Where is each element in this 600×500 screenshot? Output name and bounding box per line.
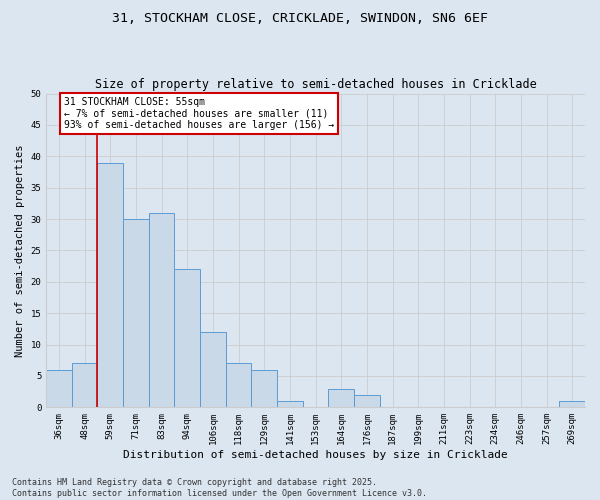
Bar [175, 270, 200, 407]
Title: Size of property relative to semi-detached houses in Cricklade: Size of property relative to semi-detach… [95, 78, 536, 91]
Bar [200, 332, 226, 407]
Bar [277, 401, 303, 407]
Bar [226, 364, 251, 408]
Bar [328, 388, 354, 407]
Bar [559, 401, 585, 407]
Bar [97, 162, 123, 408]
Bar [149, 213, 175, 408]
Bar [251, 370, 277, 408]
Bar [123, 219, 149, 408]
Text: Contains HM Land Registry data © Crown copyright and database right 2025.
Contai: Contains HM Land Registry data © Crown c… [12, 478, 427, 498]
Text: 31 STOCKHAM CLOSE: 55sqm
← 7% of semi-detached houses are smaller (11)
93% of se: 31 STOCKHAM CLOSE: 55sqm ← 7% of semi-de… [64, 96, 334, 130]
Text: 31, STOCKHAM CLOSE, CRICKLADE, SWINDON, SN6 6EF: 31, STOCKHAM CLOSE, CRICKLADE, SWINDON, … [112, 12, 488, 26]
Y-axis label: Number of semi-detached properties: Number of semi-detached properties [15, 144, 25, 356]
Bar [46, 370, 72, 408]
Bar [72, 364, 97, 408]
Bar [354, 395, 380, 407]
X-axis label: Distribution of semi-detached houses by size in Cricklade: Distribution of semi-detached houses by … [123, 450, 508, 460]
